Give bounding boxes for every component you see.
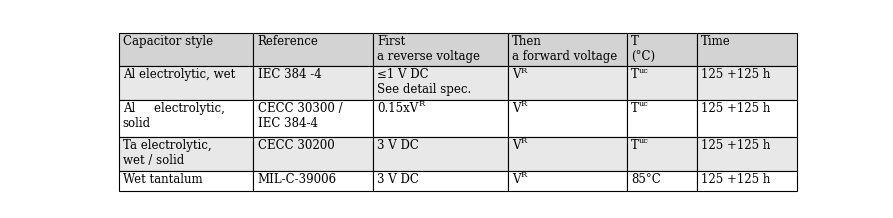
Text: Ta electrolytic,
wet / solid: Ta electrolytic, wet / solid [122, 139, 212, 167]
Bar [254, 137, 373, 170]
Bar [697, 66, 797, 100]
Text: 0.15xV: 0.15xV [377, 102, 418, 115]
Bar [508, 66, 627, 100]
Text: R: R [521, 171, 527, 179]
Bar [254, 170, 373, 191]
Text: 125 +125 h: 125 +125 h [701, 68, 770, 82]
Text: Then
a forward voltage: Then a forward voltage [512, 35, 617, 63]
Bar [697, 100, 797, 137]
Bar [373, 100, 508, 137]
Text: R: R [521, 137, 527, 145]
Bar [254, 100, 373, 137]
Text: Al     electrolytic,
solid: Al electrolytic, solid [122, 102, 224, 130]
Text: CECC 30200: CECC 30200 [257, 139, 334, 152]
Text: 125 +125 h: 125 +125 h [701, 139, 770, 152]
Text: T: T [631, 68, 639, 82]
Bar [627, 137, 697, 170]
Text: Time: Time [701, 35, 730, 48]
Bar [697, 33, 797, 66]
Bar [119, 33, 254, 66]
Bar [373, 137, 508, 170]
Bar [119, 170, 254, 191]
Text: T: T [631, 139, 639, 152]
Text: 3 V DC: 3 V DC [377, 139, 419, 152]
Text: R: R [521, 67, 527, 75]
Bar [627, 66, 697, 100]
Text: 3 V DC: 3 V DC [377, 172, 419, 186]
Text: uc: uc [639, 137, 649, 145]
Bar [508, 170, 627, 191]
Text: V: V [512, 139, 521, 152]
Text: V: V [512, 172, 521, 186]
Bar [508, 100, 627, 137]
Bar [119, 137, 254, 170]
Text: CECC 30300 /
IEC 384-4: CECC 30300 / IEC 384-4 [257, 102, 342, 130]
Text: R: R [418, 100, 424, 108]
Bar [119, 100, 254, 137]
Text: Reference: Reference [257, 35, 319, 48]
Bar [373, 33, 508, 66]
Text: 85°C: 85°C [631, 172, 661, 186]
Text: ≤1 V DC
See detail spec.: ≤1 V DC See detail spec. [377, 68, 472, 96]
Bar [508, 137, 627, 170]
Bar [627, 33, 697, 66]
Text: 125 +125 h: 125 +125 h [701, 172, 770, 186]
Text: MIL-C-39006: MIL-C-39006 [257, 172, 337, 186]
Text: R: R [521, 100, 527, 108]
Text: V: V [512, 102, 521, 115]
Bar [697, 137, 797, 170]
Text: T: T [631, 102, 639, 115]
Bar [627, 170, 697, 191]
Bar [254, 33, 373, 66]
Text: IEC 384 -4: IEC 384 -4 [257, 68, 321, 82]
Text: Capacitor style: Capacitor style [122, 35, 213, 48]
Text: T
(°C): T (°C) [631, 35, 655, 63]
Bar [697, 170, 797, 191]
Text: uc: uc [639, 67, 649, 75]
Bar [119, 66, 254, 100]
Bar [254, 66, 373, 100]
Bar [508, 33, 627, 66]
Bar [373, 170, 508, 191]
Text: V: V [512, 68, 521, 82]
Text: Al electrolytic, wet: Al electrolytic, wet [122, 68, 235, 82]
Text: 125 +125 h: 125 +125 h [701, 102, 770, 115]
Bar [373, 66, 508, 100]
Bar [627, 100, 697, 137]
Text: Wet tantalum: Wet tantalum [122, 172, 203, 186]
Text: uc: uc [639, 100, 649, 108]
Text: First
a reverse voltage: First a reverse voltage [377, 35, 480, 63]
